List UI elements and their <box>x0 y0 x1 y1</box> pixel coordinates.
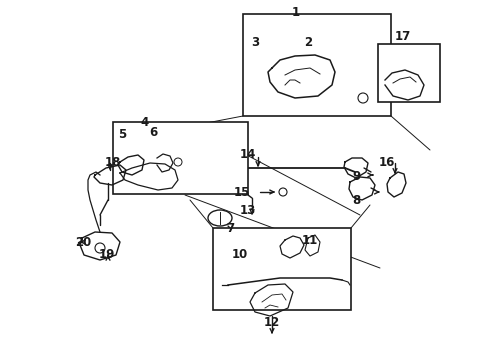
Bar <box>243 14 391 116</box>
Text: 14: 14 <box>240 148 256 162</box>
Text: 15: 15 <box>234 186 250 199</box>
Text: 3: 3 <box>251 36 259 49</box>
Text: 4: 4 <box>141 116 149 129</box>
Text: 20: 20 <box>75 235 91 248</box>
Bar <box>378 44 440 102</box>
Text: 2: 2 <box>304 36 312 49</box>
Text: 7: 7 <box>226 221 234 234</box>
Bar <box>113 122 248 194</box>
Text: 8: 8 <box>352 194 360 207</box>
Text: 18: 18 <box>105 157 121 170</box>
Text: 6: 6 <box>149 126 157 139</box>
Text: 17: 17 <box>395 30 411 42</box>
Text: 11: 11 <box>302 234 318 247</box>
Text: 19: 19 <box>99 248 115 261</box>
Text: 1: 1 <box>292 5 300 18</box>
Text: 12: 12 <box>264 315 280 328</box>
Ellipse shape <box>208 210 232 226</box>
Text: 9: 9 <box>352 171 360 184</box>
Text: 5: 5 <box>118 129 126 141</box>
Bar <box>213 228 351 310</box>
Text: 16: 16 <box>379 157 395 170</box>
Text: 10: 10 <box>232 248 248 261</box>
Text: 13: 13 <box>240 203 256 216</box>
